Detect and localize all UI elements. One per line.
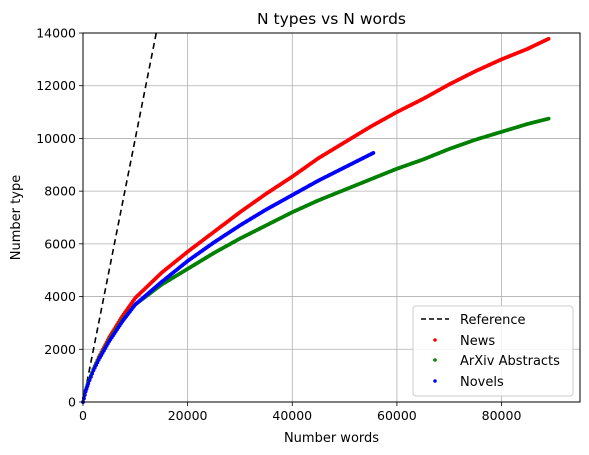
- legend-label-news: News: [460, 334, 495, 349]
- legend-label-arxiv: ArXiv Abstracts: [460, 354, 560, 369]
- y-tick-label: 2000: [44, 342, 76, 357]
- data-point: [90, 371, 95, 376]
- data-point: [546, 116, 551, 121]
- legend-novels-swatch: [433, 379, 437, 383]
- y-axis-label: Number type: [9, 175, 24, 260]
- x-tick-label: 0: [79, 408, 87, 423]
- legend-news-swatch: [433, 338, 437, 342]
- y-tick-label: 6000: [44, 236, 76, 251]
- legend-label-novels: Novels: [460, 375, 504, 390]
- series-2: [81, 151, 376, 404]
- y-tick-label: 14000: [36, 26, 76, 41]
- y-tick-label: 8000: [44, 184, 76, 199]
- data-point: [86, 381, 91, 386]
- data-point: [546, 36, 551, 41]
- data-point: [88, 375, 93, 379]
- x-tick-label: 20000: [168, 408, 208, 423]
- x-axis-label: Number words: [284, 431, 379, 446]
- y-tick-label: 4000: [44, 289, 76, 304]
- axis-ticks: 0 20000 40000 60000 80000 0 2000 4000 6000 8000 10…: [36, 26, 521, 424]
- legend-label-reference: Reference: [460, 313, 525, 328]
- legend-arxiv-swatch: [433, 358, 437, 362]
- x-tick-label: 60000: [377, 408, 417, 423]
- y-tick-label: 0: [68, 395, 76, 410]
- data-point: [371, 151, 376, 155]
- x-tick-label: 40000: [272, 408, 312, 423]
- grid-lines: [82, 32, 580, 403]
- data-point: [87, 378, 92, 383]
- series-layer: [81, 36, 551, 404]
- legend-box: [412, 305, 574, 397]
- reference-line-layer: [82, 32, 158, 403]
- y-tick-label: 10000: [36, 131, 76, 146]
- legend: Reference News ArXiv Abstracts Novels: [412, 305, 574, 397]
- data-point: [82, 393, 87, 397]
- y-tick-label: 12000: [36, 78, 76, 93]
- x-tick-label: 80000: [482, 408, 522, 423]
- plot-frame: [82, 32, 581, 403]
- chart-title: N types vs N words: [257, 10, 406, 28]
- reference-line: [82, 32, 158, 403]
